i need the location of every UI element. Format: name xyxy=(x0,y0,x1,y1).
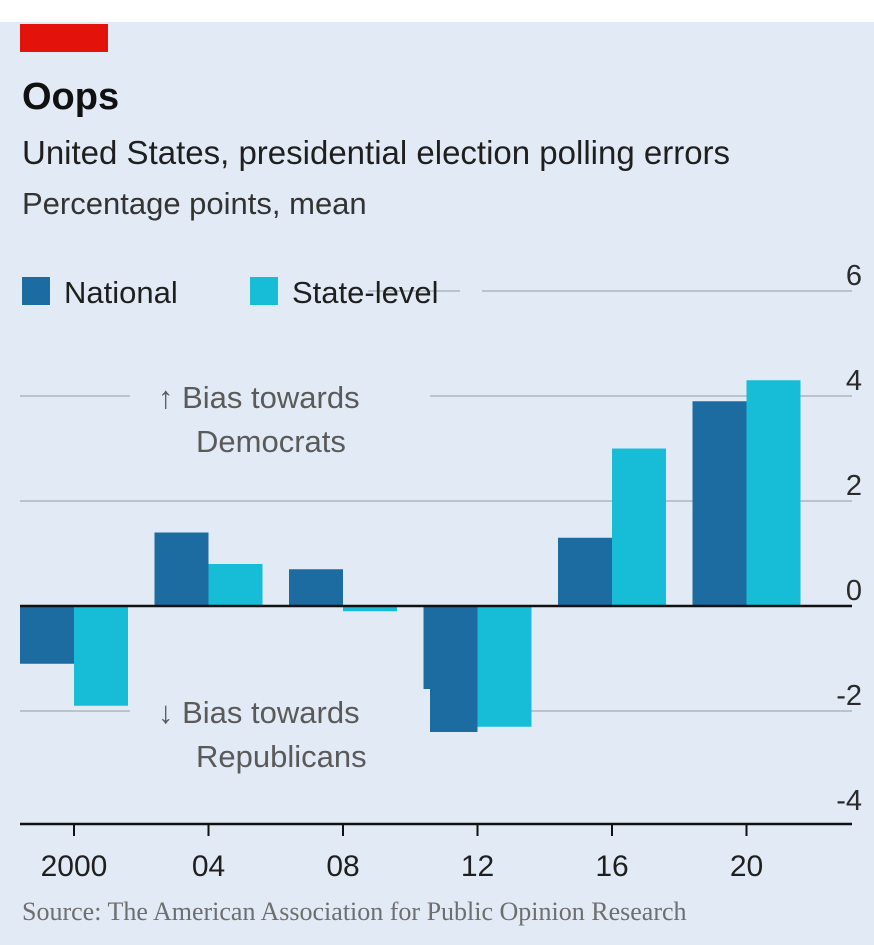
national-bar xyxy=(20,606,74,664)
legend-background xyxy=(18,272,368,312)
national-bar xyxy=(289,569,343,606)
annotation-republicans-line: ↓ Bias towards xyxy=(158,695,360,730)
y-tick-label: -2 xyxy=(836,680,862,712)
brand-accent-bar xyxy=(20,24,108,52)
chart-subtitle: United States, presidential election pol… xyxy=(22,134,731,171)
y-tick-label: -4 xyxy=(836,785,862,817)
annotation-mask xyxy=(130,689,430,779)
x-tick-label: 20 xyxy=(730,850,763,883)
national-bar xyxy=(558,537,612,606)
state-level-bar xyxy=(612,448,666,606)
national-bar xyxy=(154,532,209,606)
x-tick-label: 04 xyxy=(192,850,225,883)
state-level-bar xyxy=(343,606,397,612)
y-tick-label: 4 xyxy=(846,365,862,397)
y-tick-label: 6 xyxy=(846,260,862,292)
source-note: Source: The American Association for Pub… xyxy=(22,897,687,926)
y-tick-label: 0 xyxy=(846,575,862,607)
legend-gap xyxy=(460,272,482,312)
legend-swatch-state-level xyxy=(250,277,278,305)
state-level-bar xyxy=(477,606,532,727)
state-level-bar xyxy=(74,606,128,706)
national-bar xyxy=(423,606,478,732)
national-bar xyxy=(692,401,747,606)
chart-title: Oops xyxy=(22,76,120,118)
unit-label: Percentage points, mean xyxy=(22,186,367,221)
state-level-bar xyxy=(746,380,801,606)
x-tick-label: 12 xyxy=(461,850,494,883)
annotation-democrats-line: Democrats xyxy=(196,424,346,459)
x-tick-label: 16 xyxy=(595,850,628,883)
x-tick-label: 08 xyxy=(326,850,359,883)
y-tick-label: 2 xyxy=(846,470,862,502)
state-level-bar xyxy=(208,564,263,606)
x-tick-label: 2000 xyxy=(41,850,108,883)
annotation-democrats-line: ↑ Bias towards xyxy=(158,380,360,415)
legend-label-national: National xyxy=(64,275,178,310)
annotation-republicans-line: Republicans xyxy=(196,739,367,774)
annotation-mask xyxy=(130,374,430,464)
legend-swatch-national xyxy=(22,277,50,305)
legend-label-state-level: State-level xyxy=(292,275,438,310)
